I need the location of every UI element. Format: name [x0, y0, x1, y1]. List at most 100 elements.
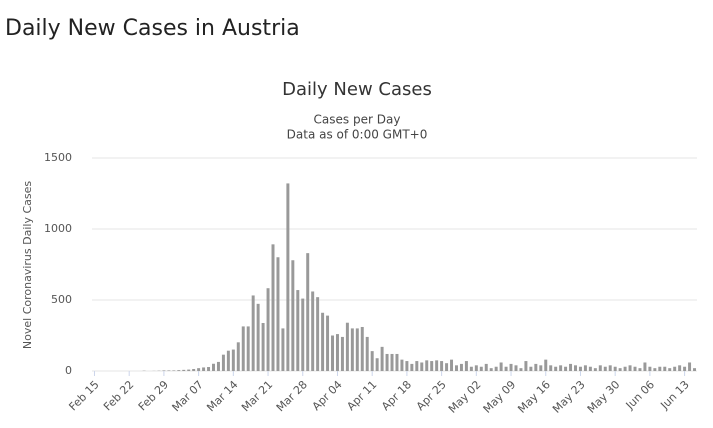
- bar: [420, 362, 424, 371]
- x-tick-label: Apr 04: [310, 378, 345, 413]
- bar: [519, 368, 523, 371]
- chart-subtitle: Data as of 0:00 GMT+0: [287, 128, 428, 142]
- x-tick-label: Apr 18: [379, 378, 414, 413]
- x-tick-label: Mar 07: [170, 378, 206, 414]
- bar: [435, 360, 439, 371]
- bar: [236, 342, 240, 371]
- bar: [588, 366, 592, 371]
- x-tick-label: May 23: [550, 378, 588, 416]
- bar: [241, 326, 245, 371]
- bar: [445, 363, 449, 371]
- bar: [688, 362, 692, 371]
- x-tick-label: May 02: [446, 378, 484, 416]
- bar: [440, 361, 444, 371]
- bar: [544, 359, 548, 371]
- x-tick-label: Mar 28: [274, 378, 310, 414]
- x-tick-label: Apr 11: [344, 378, 379, 413]
- bar: [693, 368, 697, 371]
- x-tick-label: Feb 22: [101, 378, 136, 413]
- bar: [221, 354, 225, 371]
- bar: [345, 322, 349, 371]
- x-tick-label: May 16: [515, 378, 553, 416]
- bar: [504, 366, 508, 371]
- bar: [256, 303, 260, 371]
- bar: [177, 370, 181, 371]
- bar: [331, 335, 334, 371]
- page-title: Daily New Cases in Austria: [5, 16, 300, 41]
- bar: [430, 361, 434, 371]
- y-axis-label: Novel Coronavirus Daily Cases: [21, 181, 34, 349]
- bar: [216, 361, 220, 371]
- bar: [355, 328, 359, 371]
- bar: [405, 361, 409, 371]
- bar: [623, 366, 627, 371]
- y-tick-label: 0: [65, 364, 72, 377]
- bar: [450, 359, 454, 371]
- bar: [554, 366, 558, 371]
- bar: [484, 363, 488, 371]
- bar: [340, 336, 344, 371]
- bar: [390, 353, 394, 371]
- bar: [261, 323, 265, 371]
- bar: [673, 366, 677, 371]
- bar: [291, 260, 295, 371]
- bar: [246, 326, 250, 371]
- y-tick-label: 1000: [44, 222, 72, 235]
- bar: [509, 363, 513, 371]
- bar: [276, 257, 280, 371]
- x-tick-label: Feb 15: [66, 378, 101, 413]
- bar: [608, 365, 612, 371]
- bar: [524, 361, 528, 371]
- bar: [494, 366, 498, 371]
- bar: [578, 366, 582, 371]
- x-tick-label: Jun 06: [623, 378, 657, 412]
- bar: [583, 365, 587, 371]
- y-tick-label: 1500: [44, 151, 72, 164]
- bar: [648, 366, 652, 371]
- bar: [598, 365, 602, 371]
- bar: [489, 368, 493, 371]
- bar: [574, 365, 577, 371]
- bar: [683, 366, 687, 371]
- bar: [559, 365, 563, 371]
- bar: [207, 367, 211, 371]
- bar: [633, 366, 637, 371]
- bar: [306, 253, 310, 371]
- bar: [301, 298, 305, 371]
- bar: [499, 362, 503, 371]
- bar: [385, 353, 389, 371]
- bar: [618, 368, 622, 371]
- bar: [469, 366, 473, 371]
- bar: [464, 361, 468, 371]
- bar: [335, 334, 339, 371]
- bar: [187, 369, 191, 371]
- bar: [474, 365, 478, 371]
- bar: [162, 370, 166, 371]
- bar: [380, 346, 384, 371]
- bar: [658, 366, 662, 371]
- bar: [603, 366, 607, 371]
- bar: [410, 363, 414, 371]
- bar: [479, 366, 483, 371]
- bar: [316, 297, 320, 371]
- bar: [415, 361, 419, 371]
- bar: [455, 365, 458, 371]
- bar: [529, 366, 533, 371]
- bar: [534, 363, 538, 371]
- bar: [231, 349, 235, 371]
- bar: [212, 363, 215, 371]
- chart-subtitle: Cases per Day: [314, 113, 401, 127]
- bar: [400, 359, 404, 371]
- bar: [613, 366, 617, 371]
- bar: [514, 365, 518, 371]
- bar: [663, 366, 667, 371]
- bar: [296, 290, 300, 371]
- bar: [167, 370, 171, 371]
- bar: [569, 363, 573, 371]
- x-tick-label: May 09: [481, 378, 519, 416]
- bar: [375, 358, 379, 371]
- bar: [226, 350, 230, 371]
- bar: [281, 328, 285, 371]
- bar: [321, 312, 325, 371]
